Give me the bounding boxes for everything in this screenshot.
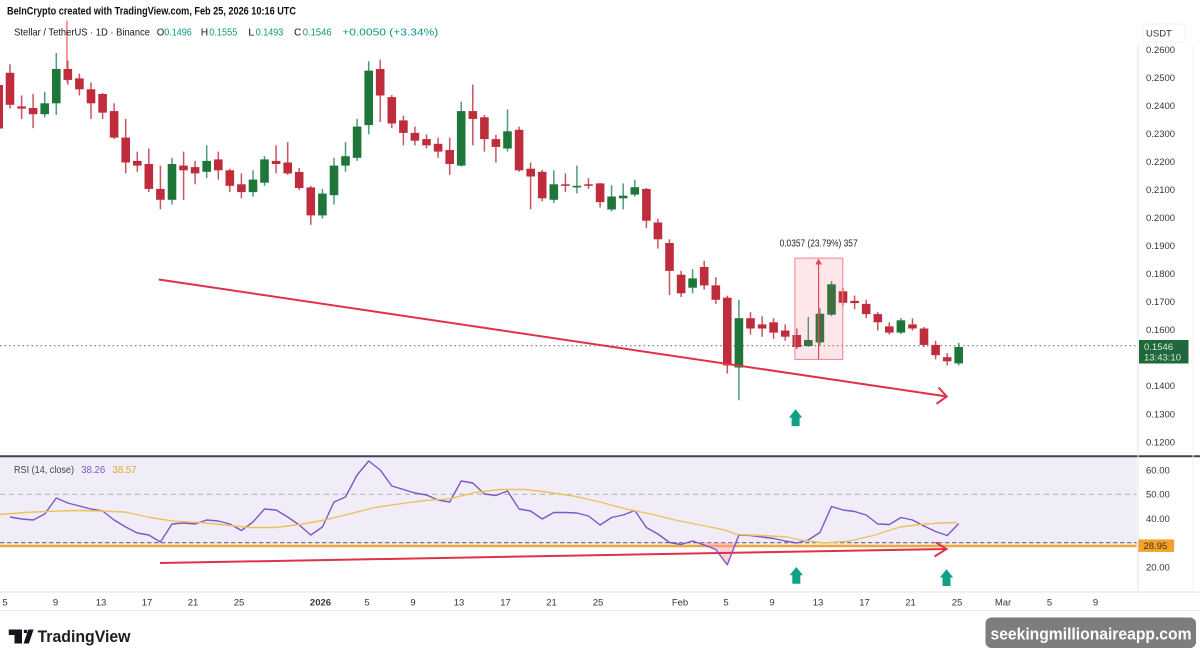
svg-text:9: 9 bbox=[769, 598, 774, 609]
svg-text:13:43:10: 13:43:10 bbox=[1144, 353, 1181, 364]
svg-text:L: L bbox=[248, 27, 254, 38]
svg-text:0.1700: 0.1700 bbox=[1146, 297, 1175, 308]
svg-text:21: 21 bbox=[188, 598, 199, 609]
svg-text:0.1300: 0.1300 bbox=[1146, 409, 1175, 420]
svg-text:Feb: Feb bbox=[672, 598, 688, 609]
svg-text:BeInCrypto created with Tradin: BeInCrypto created with TradingView.com,… bbox=[7, 6, 296, 18]
svg-text:2026: 2026 bbox=[310, 598, 331, 609]
svg-text:17: 17 bbox=[142, 598, 153, 609]
svg-text:O: O bbox=[157, 27, 165, 38]
svg-text:40.00: 40.00 bbox=[1146, 514, 1170, 525]
svg-text:50.00: 50.00 bbox=[1146, 490, 1170, 501]
svg-text:C: C bbox=[294, 27, 302, 38]
svg-text:17: 17 bbox=[500, 598, 511, 609]
svg-text:USDT: USDT bbox=[1146, 29, 1172, 40]
svg-text:21: 21 bbox=[546, 598, 557, 609]
svg-text:20.00: 20.00 bbox=[1146, 562, 1170, 573]
svg-text:Mar: Mar bbox=[995, 598, 1011, 609]
svg-text:0.1400: 0.1400 bbox=[1146, 381, 1175, 392]
svg-text:13: 13 bbox=[454, 598, 465, 609]
svg-text:0.2100: 0.2100 bbox=[1146, 185, 1175, 196]
svg-text:RSI (14, close): RSI (14, close) bbox=[14, 465, 74, 476]
svg-text:0.1200: 0.1200 bbox=[1146, 437, 1175, 448]
svg-text:5: 5 bbox=[2, 598, 7, 609]
svg-text:5: 5 bbox=[723, 598, 728, 609]
svg-text:0.1600: 0.1600 bbox=[1146, 325, 1175, 336]
svg-text:0.1555: 0.1555 bbox=[209, 27, 237, 38]
svg-text:0.2200: 0.2200 bbox=[1146, 157, 1175, 168]
svg-text:5: 5 bbox=[364, 598, 369, 609]
svg-text:0.2600: 0.2600 bbox=[1146, 45, 1175, 56]
svg-text:25: 25 bbox=[952, 598, 963, 609]
svg-text:9: 9 bbox=[1093, 598, 1098, 609]
svg-text:28.95: 28.95 bbox=[1144, 541, 1168, 552]
svg-text:0.2500: 0.2500 bbox=[1146, 73, 1175, 84]
svg-text:0.1546: 0.1546 bbox=[303, 27, 332, 38]
svg-text:0.1900: 0.1900 bbox=[1146, 241, 1175, 252]
svg-text:0.1800: 0.1800 bbox=[1146, 269, 1175, 280]
svg-text:0.1496: 0.1496 bbox=[164, 27, 192, 38]
svg-text:+0.0050 (+3.34%): +0.0050 (+3.34%) bbox=[342, 27, 438, 38]
svg-text:17: 17 bbox=[859, 598, 870, 609]
svg-text:TradingView: TradingView bbox=[38, 628, 131, 646]
svg-text:0.1546: 0.1546 bbox=[1144, 342, 1173, 353]
svg-text:0.2400: 0.2400 bbox=[1146, 101, 1175, 112]
svg-text:9: 9 bbox=[410, 598, 415, 609]
svg-text:21: 21 bbox=[905, 598, 916, 609]
svg-text:38.57: 38.57 bbox=[113, 465, 137, 476]
svg-text:60.00: 60.00 bbox=[1146, 466, 1170, 477]
svg-text:13: 13 bbox=[813, 598, 824, 609]
svg-text:H: H bbox=[201, 27, 208, 38]
svg-text:5: 5 bbox=[1047, 598, 1052, 609]
svg-text:25: 25 bbox=[234, 598, 245, 609]
svg-text:0.0357 (23.79%) 357: 0.0357 (23.79%) 357 bbox=[780, 239, 858, 250]
svg-text:13: 13 bbox=[96, 598, 107, 609]
svg-text:0.2300: 0.2300 bbox=[1146, 129, 1175, 140]
svg-text:seekingmillionaireapp.com: seekingmillionaireapp.com bbox=[991, 625, 1192, 644]
svg-text:Stellar / TetherUS · 1D · Bina: Stellar / TetherUS · 1D · Binance bbox=[14, 27, 150, 38]
svg-text:25: 25 bbox=[593, 598, 604, 609]
svg-text:38.26: 38.26 bbox=[81, 465, 105, 476]
svg-text:9: 9 bbox=[53, 598, 58, 609]
svg-text:0.1493: 0.1493 bbox=[256, 27, 284, 38]
svg-text:0.2000: 0.2000 bbox=[1146, 213, 1175, 224]
